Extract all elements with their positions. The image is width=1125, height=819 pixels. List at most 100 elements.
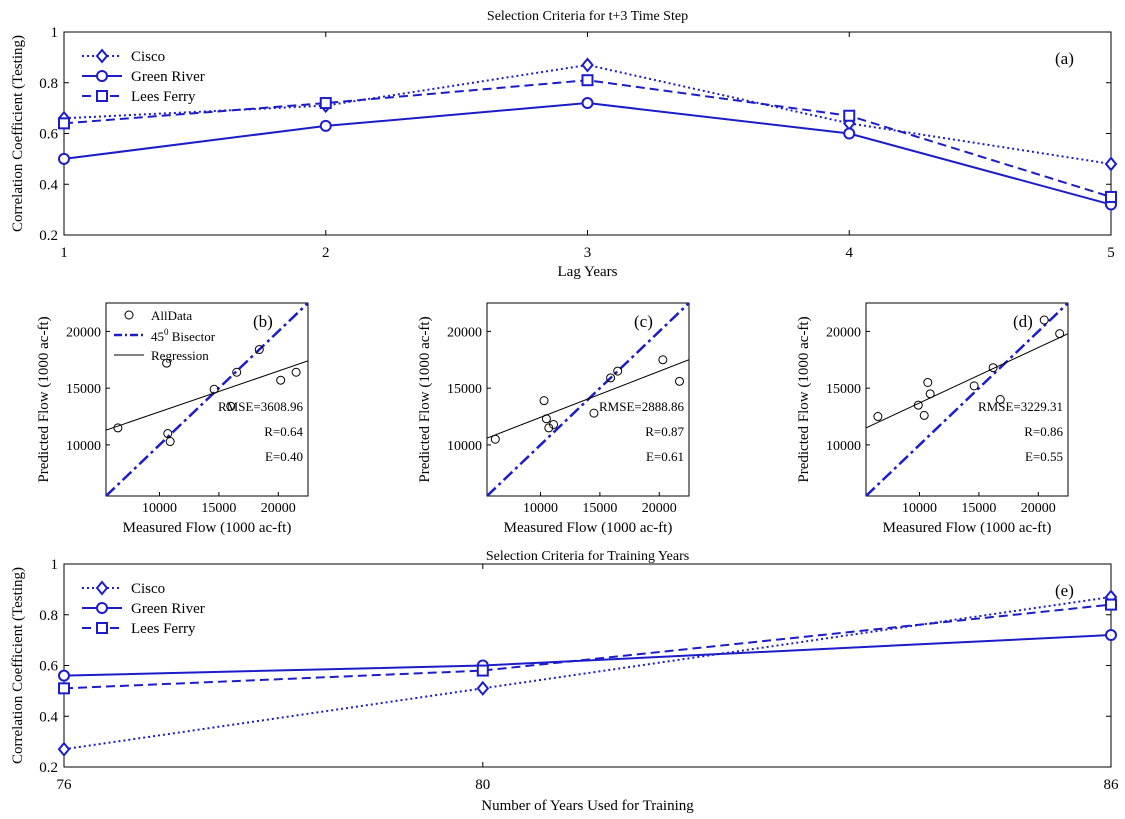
panel-label: (d) [1013,312,1033,331]
x-tick-label: 86 [1104,777,1120,793]
stat-label: R=0.87 [645,424,684,439]
scatter-point [674,376,684,386]
scatter-point [873,412,883,422]
panel-label: (b) [253,312,273,331]
x-tick-label: 5 [1107,245,1115,261]
scatter-point [165,437,175,447]
series-line-cisco [63,595,1112,751]
y-axis-label: Predicted Flow (1000 ac-ft) [796,316,812,482]
legend-marker [96,602,108,614]
plot-frame [105,302,309,497]
chart-title: Selection Criteria for Training Years [486,549,689,564]
legend-label-part: 0 [164,327,169,337]
data-point [319,119,332,132]
stat-label: E=0.61 [646,449,684,464]
bisector-line [866,303,1068,496]
x-tick-label: 20000 [261,501,296,516]
scatter-point [232,367,242,377]
legend-label: Regression [151,348,209,363]
data-point [58,152,70,165]
stat-label: RMSE=3229.31 [978,399,1063,414]
x-tick-label: 10000 [523,501,558,516]
scatter-chart-b: 10000 15000 20000 10000 15000 20000 RMSE=3608.… [36,302,309,536]
x-tick-label: 20000 [642,501,677,516]
data-point [58,669,70,682]
scatter-point [995,395,1005,404]
x-axis-label: Lag Years [558,264,618,280]
regression-line [487,359,689,439]
scatter-point [490,434,500,444]
plot-frame [486,302,690,497]
series-line-green-river [63,102,1112,206]
legend-marker [96,622,108,634]
scatter-point [544,423,554,433]
data-point [843,109,856,122]
scatter-point [276,375,286,385]
panel-label: (e) [1055,581,1074,600]
x-tick-label: 15000 [201,501,236,516]
legend-marker [96,70,108,82]
stat-label: E=0.55 [1025,449,1063,464]
y-axis-label: Correlation Coefficient (Testing) [10,567,26,764]
y-tick-label: 10000 [66,439,101,454]
data-point [1105,190,1117,203]
scatter-chart-c: 10000 15000 20000 10000 15000 20000 RMSE=2888.… [417,302,690,536]
stat-label: R=0.86 [1024,424,1063,439]
y-tick-label: 0.8 [39,608,58,624]
legend-label: Green River [131,69,205,85]
x-tick-label: 80 [475,777,490,793]
x-tick-label: 76 [57,777,73,793]
data-point [581,97,594,110]
x-tick-label: 10000 [142,501,177,516]
y-axis-label: Predicted Flow (1000 ac-ft) [36,316,52,482]
data-point [581,57,594,73]
legend-marker [95,48,109,64]
scatter-point [162,358,172,368]
stat-label: RMSE=2888.86 [599,399,684,414]
x-tick-label: 10000 [902,501,937,516]
legend-label: Lees Ferry [131,89,196,105]
y-tick-label: 1 [51,25,59,41]
scatter-point [658,355,668,365]
data-point [476,664,489,677]
x-axis-label: Number of Years Used for Training [481,798,694,814]
x-tick-label: 4 [846,245,854,261]
series-line-green-river [63,634,1112,677]
x-tick-label: 15000 [961,501,996,516]
regression-line [866,333,1068,429]
y-tick-label: 15000 [826,382,861,397]
regression-line [106,360,308,431]
legend-marker [95,580,109,596]
scatter-point [254,345,264,355]
legend-marker [96,90,108,102]
x-axis-label: Measured Flow (1000 ac-ft) [504,520,673,536]
legend-label: Cisco [131,581,165,597]
series-line-lees-ferry [63,603,1112,690]
legend-label: Cisco [131,49,165,65]
scatter-point [163,429,173,439]
scatter-point [209,384,219,394]
y-tick-label: 0.2 [39,228,58,244]
legend-label-part: Bisector [169,329,216,344]
chart-title: Selection Criteria for t+3 Time Step [487,9,688,24]
scatter-point [291,367,301,377]
x-axis-label: Measured Flow (1000 ac-ft) [123,520,292,536]
scatter-point [988,363,998,373]
scatter-chart-d: 10000 15000 20000 10000 15000 20000 RMSE=3229.… [796,302,1069,536]
y-tick-label: 0.6 [39,127,58,143]
y-tick-label: 10000 [447,439,482,454]
scatter-point [606,373,616,383]
plot-frame [63,563,1112,768]
scatter-point [919,410,929,420]
legend-label: Green River [131,601,205,617]
scatter-point [969,381,979,391]
x-tick-label: 15000 [582,501,617,516]
bisector-line [106,303,308,496]
y-axis-label: Correlation Coefficient (Testing) [10,35,26,232]
y-tick-label: 0.4 [39,177,58,193]
stat-label: RMSE=3608.96 [218,399,303,414]
legend-marker [124,310,134,320]
y-tick-label: 10000 [826,439,861,454]
scatter-point [539,396,549,406]
